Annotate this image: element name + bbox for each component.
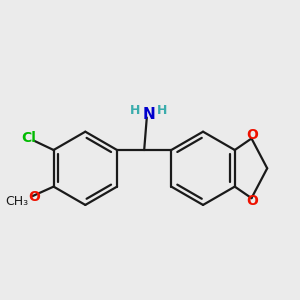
Text: N: N: [143, 107, 156, 122]
Text: CH₃: CH₃: [5, 195, 28, 208]
Text: O: O: [246, 194, 258, 208]
Text: O: O: [28, 190, 40, 204]
Text: O: O: [246, 128, 258, 142]
Text: Cl: Cl: [21, 131, 36, 145]
Text: H: H: [157, 104, 168, 117]
Text: H: H: [130, 104, 140, 117]
